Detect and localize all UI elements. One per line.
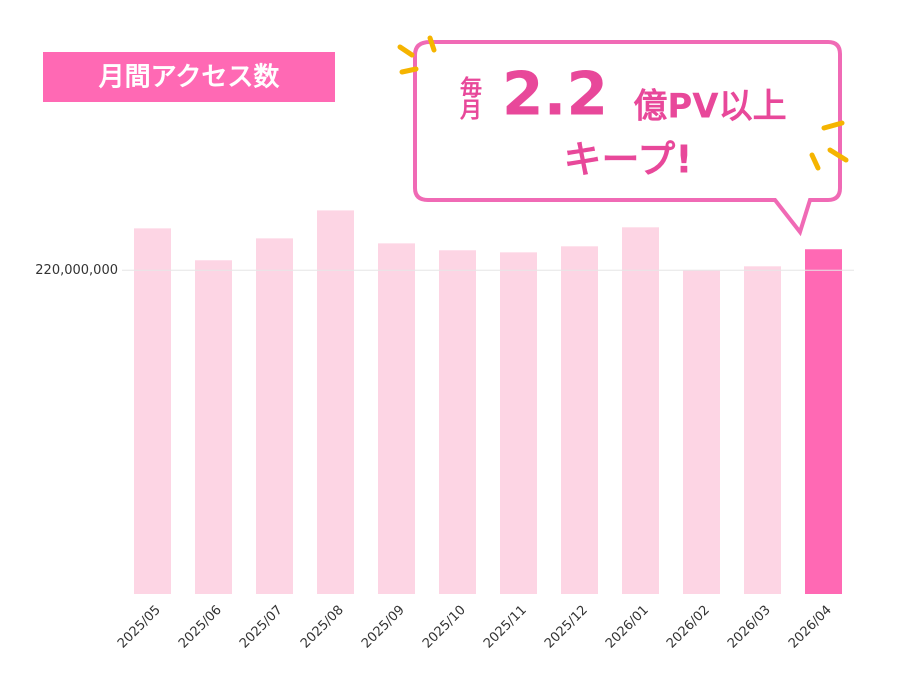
x-tick-label: 2025/12 [542, 603, 591, 652]
callout-text: 2.2 [502, 60, 608, 130]
bar [561, 246, 598, 594]
bar [500, 252, 537, 594]
callout-text: 毎月 [456, 76, 483, 121]
bar [805, 249, 842, 594]
bar [256, 238, 293, 594]
bar [134, 228, 171, 594]
x-tick-label: 2026/01 [603, 603, 652, 652]
x-tick-label: 2025/07 [237, 603, 286, 652]
x-tick-label: 2026/02 [664, 603, 713, 652]
x-tick-label: 2025/06 [176, 603, 225, 652]
x-tick-label: 2025/09 [359, 603, 408, 652]
bar [744, 266, 781, 594]
burst-right [809, 120, 849, 171]
bar [317, 210, 354, 595]
title-box [43, 52, 335, 102]
chart-title: 月間アクセス数 [98, 63, 281, 93]
bar [195, 260, 232, 594]
callout-text: 億PV以上 [633, 87, 786, 127]
bar [622, 227, 659, 594]
callout-text: キープ! [563, 138, 692, 182]
x-tick-label: 2025/05 [115, 603, 164, 652]
bar [378, 243, 415, 594]
burst-left [397, 35, 437, 75]
x-tick-label: 2026/03 [725, 603, 774, 652]
y-tick-label: 220,000,000 [35, 263, 118, 278]
x-tick-label: 2025/11 [481, 603, 530, 652]
bar [439, 250, 476, 594]
x-tick-label: 2025/10 [420, 603, 469, 652]
x-tick-label: 2025/08 [298, 603, 347, 652]
callout-bubble [413, 40, 842, 237]
bar [683, 270, 720, 594]
x-tick-label: 2026/04 [786, 603, 835, 652]
